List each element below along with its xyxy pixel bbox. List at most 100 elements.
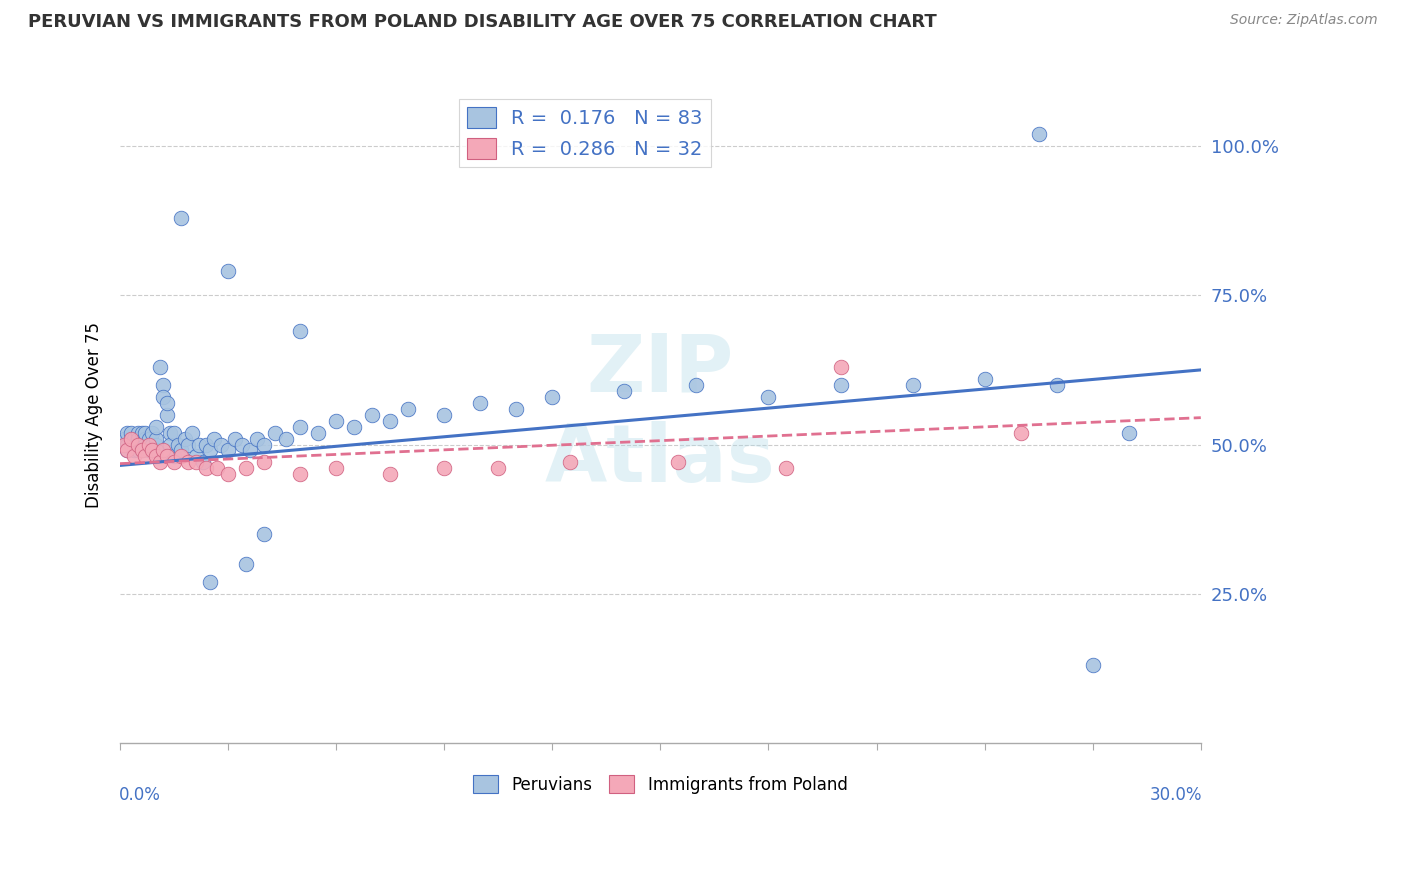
Text: 30.0%: 30.0% [1149, 786, 1202, 804]
Point [115, 437, 138, 451]
Point [188, 437, 211, 451]
Point [1046, 377, 1069, 392]
Point [156, 408, 179, 422]
Point [668, 455, 690, 469]
Point [131, 425, 153, 440]
Point [156, 450, 179, 464]
Point [973, 372, 995, 386]
Point [288, 324, 311, 338]
Point [156, 396, 179, 410]
Point [1118, 425, 1140, 440]
Point [131, 437, 153, 451]
Point [131, 443, 153, 458]
Point [288, 419, 311, 434]
Point [264, 425, 287, 440]
Text: Source: ZipAtlas.com: Source: ZipAtlas.com [1230, 13, 1378, 28]
Point [433, 461, 456, 475]
Point [152, 377, 174, 392]
Point [163, 450, 186, 464]
Point [173, 432, 195, 446]
Point [224, 432, 246, 446]
Point [134, 450, 156, 464]
Point [235, 461, 257, 475]
Point [288, 467, 311, 482]
Point [470, 396, 492, 410]
Point [149, 455, 172, 469]
Point [1081, 658, 1104, 673]
Point [138, 443, 160, 458]
Point [152, 443, 174, 458]
Y-axis label: Disability Age Over 75: Disability Age Over 75 [86, 322, 103, 508]
Point [141, 443, 163, 458]
Point [134, 425, 156, 440]
Point [134, 437, 156, 451]
Point [138, 437, 160, 451]
Point [253, 527, 276, 541]
Point [112, 437, 135, 451]
Point [486, 461, 509, 475]
Point [163, 425, 186, 440]
Point [115, 425, 138, 440]
Point [181, 425, 204, 440]
Point [141, 437, 163, 451]
Point [505, 401, 527, 416]
Point [217, 467, 239, 482]
Point [325, 414, 347, 428]
Point [163, 455, 186, 469]
Point [127, 432, 149, 446]
Point [141, 425, 163, 440]
Point [145, 432, 167, 446]
Point [239, 443, 262, 458]
Point [613, 384, 636, 398]
Point [127, 437, 149, 451]
Point [124, 437, 146, 451]
Point [1028, 127, 1050, 141]
Point [253, 437, 276, 451]
Text: 0.0%: 0.0% [120, 786, 160, 804]
Point [396, 401, 419, 416]
Point [138, 437, 160, 451]
Point [253, 455, 276, 469]
Point [380, 414, 402, 428]
Text: PERUVIAN VS IMMIGRANTS FROM POLAND DISABILITY AGE OVER 75 CORRELATION CHART: PERUVIAN VS IMMIGRANTS FROM POLAND DISAB… [28, 13, 936, 31]
Point [145, 450, 167, 464]
Point [170, 450, 193, 464]
Point [198, 574, 221, 589]
Point [560, 455, 582, 469]
Point [145, 437, 167, 451]
Point [830, 377, 852, 392]
Point [134, 432, 156, 446]
Point [170, 211, 193, 225]
Point [343, 419, 366, 434]
Point [198, 443, 221, 458]
Point [217, 443, 239, 458]
Point [177, 455, 200, 469]
Point [112, 437, 135, 451]
Text: ZIP
Atlas: ZIP Atlas [546, 331, 776, 499]
Point [120, 432, 142, 446]
Point [127, 443, 149, 458]
Point [120, 437, 142, 451]
Point [124, 432, 146, 446]
Point [235, 557, 257, 571]
Point [159, 437, 181, 451]
Point [901, 377, 924, 392]
Point [202, 432, 225, 446]
Point [209, 437, 232, 451]
Point [177, 437, 200, 451]
Point [159, 425, 181, 440]
Point [217, 264, 239, 278]
Point [127, 425, 149, 440]
Point [184, 455, 207, 469]
Point [830, 359, 852, 374]
Point [120, 432, 142, 446]
Point [145, 419, 167, 434]
Point [184, 450, 207, 464]
Point [145, 443, 167, 458]
Point [124, 443, 146, 458]
Point [112, 432, 135, 446]
Point [195, 437, 218, 451]
Point [115, 443, 138, 458]
Point [775, 461, 797, 475]
Point [170, 443, 193, 458]
